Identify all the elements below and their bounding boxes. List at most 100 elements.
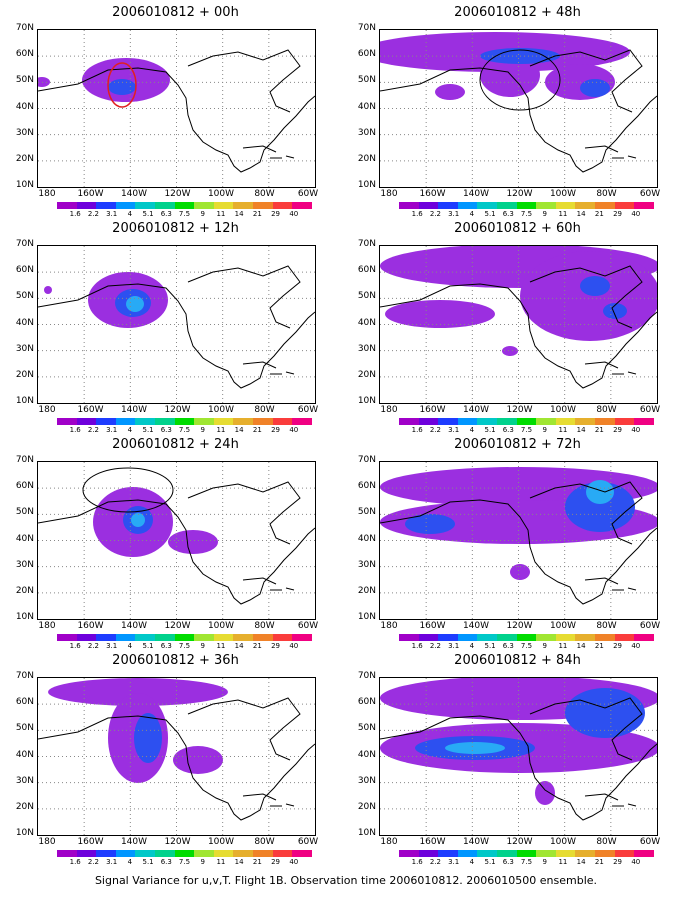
coastline	[529, 49, 643, 113]
variance-contour	[405, 514, 455, 534]
colorbar-label: 21	[594, 210, 604, 218]
colorbar-swatch	[516, 418, 537, 425]
colorbar-swatch	[418, 634, 439, 641]
forecast-map	[379, 29, 658, 188]
coastline	[38, 283, 315, 389]
coastline	[380, 715, 657, 821]
colorbar-label: 7.5	[520, 426, 533, 434]
colorbar-label: 40	[631, 858, 641, 866]
colorbar-label: 3.1	[448, 642, 460, 650]
longitude-label: 100W	[207, 837, 235, 847]
latitude-label: 70N	[15, 455, 34, 465]
variance-contour	[126, 296, 144, 312]
colorbar-swatch	[634, 634, 654, 641]
colorbar-label: 3.1	[448, 858, 460, 866]
colorbar-label: 21	[252, 426, 262, 434]
colorbar-label: 29	[613, 426, 623, 434]
colorbar-swatch	[253, 850, 273, 857]
flight-track-outline	[82, 467, 174, 513]
forecast-map	[37, 461, 316, 620]
colorbar	[399, 634, 654, 641]
forecast-map	[379, 677, 658, 836]
colorbar-swatch	[575, 634, 596, 641]
colorbar-label: 11	[216, 210, 226, 218]
panel-title: 2006010812 + 12h	[112, 221, 239, 236]
latitude-label: 40N	[15, 749, 34, 760]
variance-contour	[480, 53, 540, 97]
latitude-label: 30N	[357, 559, 376, 570]
longitude-label: 100W	[549, 837, 577, 847]
longitude-label: 60W	[639, 621, 661, 631]
colorbar-label: 11	[558, 858, 568, 866]
colorbar-label: 4	[127, 858, 133, 866]
variance-contour	[168, 530, 218, 554]
colorbar-label: 1.6	[411, 210, 423, 218]
coastline	[529, 697, 643, 761]
colorbar-label: 40	[631, 642, 641, 650]
colorbar-swatch	[418, 850, 439, 857]
colorbar-swatch	[292, 202, 312, 209]
colorbar-swatch	[634, 850, 654, 857]
colorbar-swatch	[536, 418, 556, 425]
longitude-label: 160W	[419, 621, 446, 631]
colorbar-label: 2.2	[87, 210, 99, 218]
longitude-label: 100W	[549, 405, 577, 415]
latitude-label: 30N	[357, 343, 376, 354]
longitude-label: 180	[38, 837, 56, 847]
longitude-label: 140W	[462, 405, 490, 415]
coastline	[242, 361, 295, 375]
colorbar-label: 29	[271, 858, 281, 866]
colorbar-label: 1.6	[411, 642, 423, 650]
latitude-label: 70N	[15, 23, 34, 33]
colorbar-swatch	[272, 202, 293, 209]
variance-contour	[44, 286, 52, 294]
colorbar-swatch	[57, 634, 77, 641]
longitude-label: 160W	[419, 189, 446, 199]
colorbar-swatch	[555, 850, 576, 857]
colorbar-swatch	[57, 202, 77, 209]
colorbar-label: 29	[613, 642, 623, 650]
coastline	[38, 715, 315, 821]
longitude-label: 120W	[506, 621, 533, 631]
coastline	[380, 67, 657, 173]
colorbar-swatch	[253, 418, 273, 425]
colorbar-swatch	[272, 634, 293, 641]
colorbar-label: 29	[271, 426, 281, 434]
variance-contour	[502, 346, 518, 356]
colorbar-label: 5.1	[142, 642, 154, 650]
colorbar-swatch	[174, 418, 195, 425]
coastline	[584, 793, 637, 807]
colorbar-label: 3.1	[106, 858, 118, 866]
map-canvas	[38, 462, 315, 619]
latitude-label: 40N	[15, 533, 34, 544]
longitude-label: 140W	[462, 189, 490, 199]
forecast-map	[37, 29, 316, 188]
colorbar-label: 14	[234, 210, 244, 218]
colorbar-label: 21	[252, 858, 262, 866]
colorbar-label: 11	[216, 426, 226, 434]
longitude-label: 160W	[77, 189, 104, 199]
latitude-label: 40N	[15, 101, 34, 112]
colorbar-label: 6.3	[160, 210, 172, 218]
longitude-label: 160W	[419, 837, 446, 847]
colorbar-label: 5.1	[142, 426, 154, 434]
colorbar-label: 2.2	[87, 858, 99, 866]
colorbar-label: 29	[613, 210, 623, 218]
latitude-label: 40N	[357, 749, 376, 760]
colorbar-swatch	[135, 418, 156, 425]
coastline	[242, 577, 295, 591]
colorbar-label: 40	[631, 426, 641, 434]
colorbar-label: 9	[200, 858, 205, 866]
colorbar-swatch	[57, 850, 77, 857]
colorbar-swatch	[213, 850, 234, 857]
colorbar-label: 9	[200, 642, 205, 650]
latitude-label: 10N	[15, 396, 34, 406]
colorbar-swatch	[292, 418, 312, 425]
longitude-label: 140W	[462, 621, 490, 631]
coastline	[380, 283, 657, 389]
coastline	[380, 499, 657, 605]
colorbar	[57, 202, 312, 209]
longitude-label: 180	[38, 621, 56, 631]
longitude-label: 80W	[254, 189, 275, 199]
latitude-label: 20N	[357, 585, 376, 596]
